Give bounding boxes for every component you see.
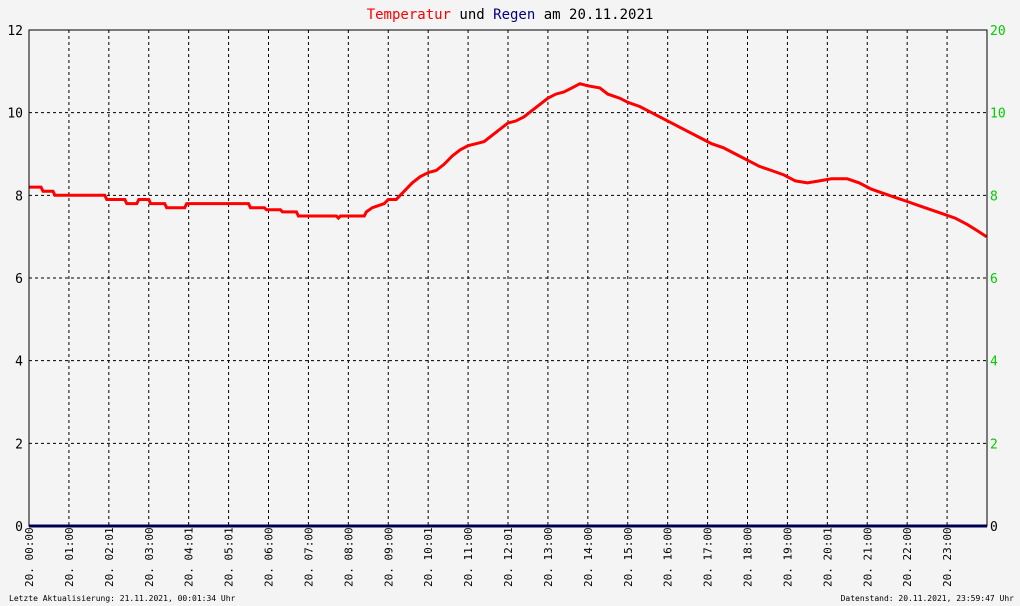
- x-tick-label: 20. 00:00: [23, 527, 36, 587]
- x-tick-label: 20. 23:00: [941, 527, 954, 587]
- footer-data-status: Datenstand: 20.11.2021, 23:59:47 Uhr: [841, 594, 1015, 603]
- x-tick-label: 20. 01:00: [63, 527, 76, 587]
- x-tick-label: 20. 14:00: [582, 527, 595, 587]
- title-temperature: Temperatur: [367, 7, 451, 23]
- x-tick-label: 20. 20:01: [821, 527, 834, 587]
- title-und: und: [451, 7, 493, 23]
- x-tick-label: 20. 07:00: [302, 527, 315, 587]
- x-tick-label: 20. 06:00: [263, 527, 276, 587]
- x-tick-label: 20. 21:00: [861, 527, 874, 587]
- title-rain: Regen: [493, 7, 535, 23]
- y-left-tick-label: 4: [15, 355, 23, 370]
- title-date: am 20.11.2021: [535, 7, 653, 23]
- x-tick-label: 20. 16:00: [662, 527, 675, 587]
- x-tick-label: 20. 15:00: [622, 527, 635, 587]
- x-axis-ticks: 20. 00:00 20. 01:00 20. 02:01 20. 03:00 20. …: [23, 527, 954, 587]
- y-left-tick-label: 0: [15, 520, 23, 535]
- x-tick-label: 20. 03:00: [143, 527, 156, 587]
- x-tick-label: 20. 10:01: [422, 527, 435, 587]
- y-right-tick-label: 4: [990, 355, 998, 370]
- x-tick-label: 20. 18:00: [742, 527, 755, 587]
- y-left-tick-label: 10: [7, 107, 23, 122]
- y-left-tick-label: 6: [15, 272, 23, 287]
- y-right-tick-label: 8: [990, 189, 998, 204]
- y-left-tick-label: 2: [15, 437, 23, 452]
- y-right-tick-label: 0: [990, 520, 998, 535]
- y-right-tick-label: 6: [990, 272, 998, 287]
- footer-last-update: Letzte Aktualisierung: 21.11.2021, 00:01…: [9, 594, 236, 603]
- y-right-tick-label: 20: [990, 24, 1006, 39]
- x-tick-label: 20. 11:00: [462, 527, 475, 587]
- x-tick-label: 20. 22:00: [901, 527, 914, 587]
- left-axis-ticks: 0 2 4 6 8 10 12: [7, 24, 23, 535]
- x-tick-label: 20. 05:01: [223, 527, 236, 587]
- x-tick-label: 20. 04:01: [183, 527, 196, 587]
- x-tick-label: 20. 12:01: [502, 527, 515, 587]
- y-left-tick-label: 8: [15, 189, 23, 204]
- x-tick-label: 20. 17:00: [702, 527, 715, 587]
- y-left-tick-label: 12: [7, 24, 23, 39]
- chart-title: Temperatur und Regen am 20.11.2021: [367, 7, 654, 23]
- x-tick-label: 20. 02:01: [103, 527, 116, 587]
- x-tick-label: 20. 19:00: [781, 527, 794, 587]
- y-right-tick-label: 2: [990, 437, 998, 452]
- series-line-temperatur: [29, 82, 988, 238]
- plot-frame: [28, 29, 988, 527]
- right-axis-ticks: 0 2 4 6 8 10 20: [990, 24, 1006, 535]
- x-tick-label: 20. 13:00: [542, 527, 555, 587]
- x-tick-label: 20. 09:00: [382, 527, 395, 587]
- x-tick-label: 20. 08:00: [342, 527, 355, 587]
- grid: [29, 30, 987, 526]
- y-right-tick-label: 10: [990, 107, 1006, 122]
